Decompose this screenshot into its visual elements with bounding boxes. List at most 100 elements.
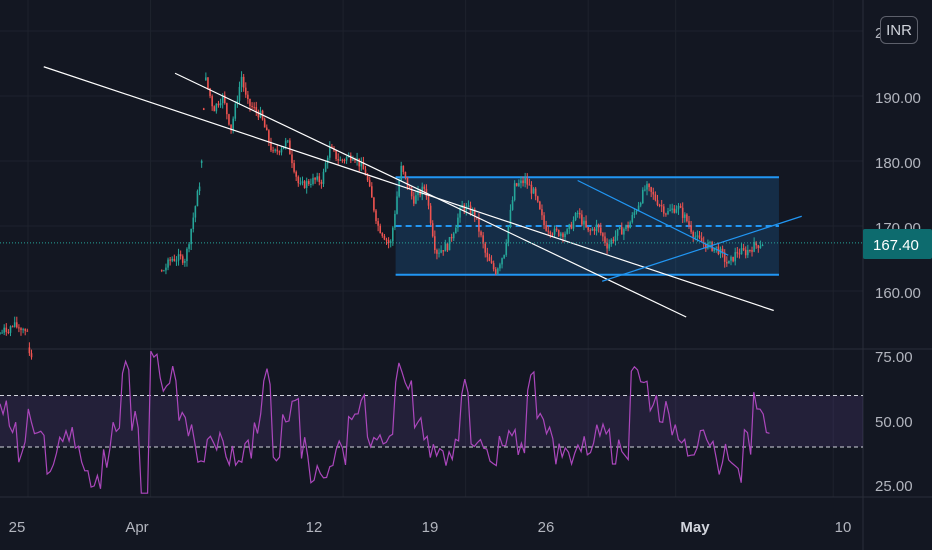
candle-body: [406, 177, 409, 188]
candle-body: [471, 209, 474, 214]
candle-body: [1, 332, 3, 334]
candle-body: [410, 188, 413, 197]
candle-body: [629, 222, 631, 229]
candle-body: [169, 259, 171, 261]
candle-body: [272, 150, 274, 152]
candle-body: [274, 149, 276, 151]
candle-body: [658, 204, 661, 206]
candle-body: [686, 214, 688, 222]
candle-body: [761, 244, 764, 247]
time-tick-19: 19: [422, 519, 439, 536]
candle-body: [217, 103, 220, 106]
rsi-line[interactable]: [0, 350, 770, 494]
candle-body: [644, 189, 646, 191]
candle-body: [253, 106, 255, 108]
candle-body: [194, 206, 197, 218]
time-axis[interactable]: 25 Apr 12 19 26 May 10: [9, 519, 852, 536]
candle-body: [165, 267, 167, 271]
candle-body: [583, 220, 585, 225]
candle-body: [209, 88, 211, 97]
candle-body: [276, 149, 279, 152]
candle-body: [581, 214, 583, 225]
candle-body: [646, 183, 648, 190]
candle-body: [295, 171, 297, 177]
candle-body: [244, 87, 247, 95]
candle-body: [9, 326, 12, 333]
candle-body: [0, 332, 1, 334]
wedge-line-1[interactable]: [577, 179, 729, 256]
price-axis[interactable]: 2 190.00 180.00 170.00 160.00 167.40 75.…: [863, 25, 932, 495]
candle-body: [387, 240, 390, 244]
candle-body: [587, 226, 589, 231]
candle-body: [20, 328, 22, 331]
time-tick-26: 26: [538, 519, 555, 536]
candle-body: [667, 210, 669, 214]
candle-body: [562, 233, 564, 238]
candle-body: [417, 190, 419, 196]
price-pane[interactable]: [0, 66, 863, 360]
candle-body: [536, 196, 539, 202]
candle-body: [282, 146, 285, 149]
candle-body: [543, 215, 545, 226]
candle-body: [289, 140, 291, 155]
candle-body: [616, 229, 619, 236]
candle-body: [368, 180, 371, 187]
candle-body: [341, 159, 344, 161]
candle-body: [742, 248, 745, 250]
candle-body: [486, 252, 489, 258]
candle-body: [179, 254, 182, 257]
candle-body: [698, 235, 701, 238]
price-tick-top-partial: 2: [875, 25, 883, 42]
candle-body: [713, 247, 716, 251]
rsi-pane[interactable]: [0, 350, 863, 494]
candle-body: [326, 157, 329, 164]
candle-body: [249, 99, 251, 106]
candle-body: [715, 246, 718, 248]
candle-body: [303, 181, 306, 188]
candle-body: [13, 322, 16, 327]
candle-body: [734, 252, 737, 262]
candle-body: [707, 243, 709, 249]
candle-body: [591, 228, 594, 231]
time-tick-10: 10: [835, 519, 852, 536]
candle-body: [350, 155, 352, 161]
candle-body: [230, 124, 232, 131]
trendline-2[interactable]: [174, 72, 687, 318]
candle-body: [415, 195, 417, 204]
candle-body: [595, 224, 598, 232]
candle-body: [509, 209, 512, 226]
candle-body: [226, 103, 228, 115]
candle-body: [175, 260, 178, 262]
currency-selector[interactable]: INR: [880, 16, 918, 44]
candle-body: [736, 252, 739, 254]
candle-body: [339, 159, 342, 161]
rsi-tick-50: 50.00: [875, 414, 913, 431]
candle-body: [568, 224, 571, 230]
candle-body: [620, 227, 623, 235]
candle-body: [639, 203, 642, 206]
candle-body: [566, 229, 568, 234]
candle-body: [709, 242, 711, 244]
candle-body: [299, 182, 302, 184]
candle-body: [656, 200, 659, 205]
candle-body: [400, 165, 403, 181]
trendline-1[interactable]: [43, 66, 774, 312]
candle-body: [3, 327, 6, 333]
candle-body: [700, 237, 703, 242]
candle-body: [404, 171, 407, 178]
candle-body: [305, 181, 308, 188]
candle-body: [606, 242, 608, 249]
candle-body: [574, 213, 577, 221]
candle-body: [753, 242, 755, 252]
candle-body: [526, 178, 529, 185]
candle-body: [232, 118, 234, 131]
candle-body: [438, 252, 440, 254]
candle-body: [213, 106, 216, 112]
candle-body: [394, 213, 396, 228]
candle-body: [473, 209, 476, 217]
wedge-line-2[interactable]: [601, 215, 802, 282]
time-tick-12: 12: [306, 519, 323, 536]
candle-body: [478, 218, 480, 232]
candle-body: [759, 246, 762, 248]
